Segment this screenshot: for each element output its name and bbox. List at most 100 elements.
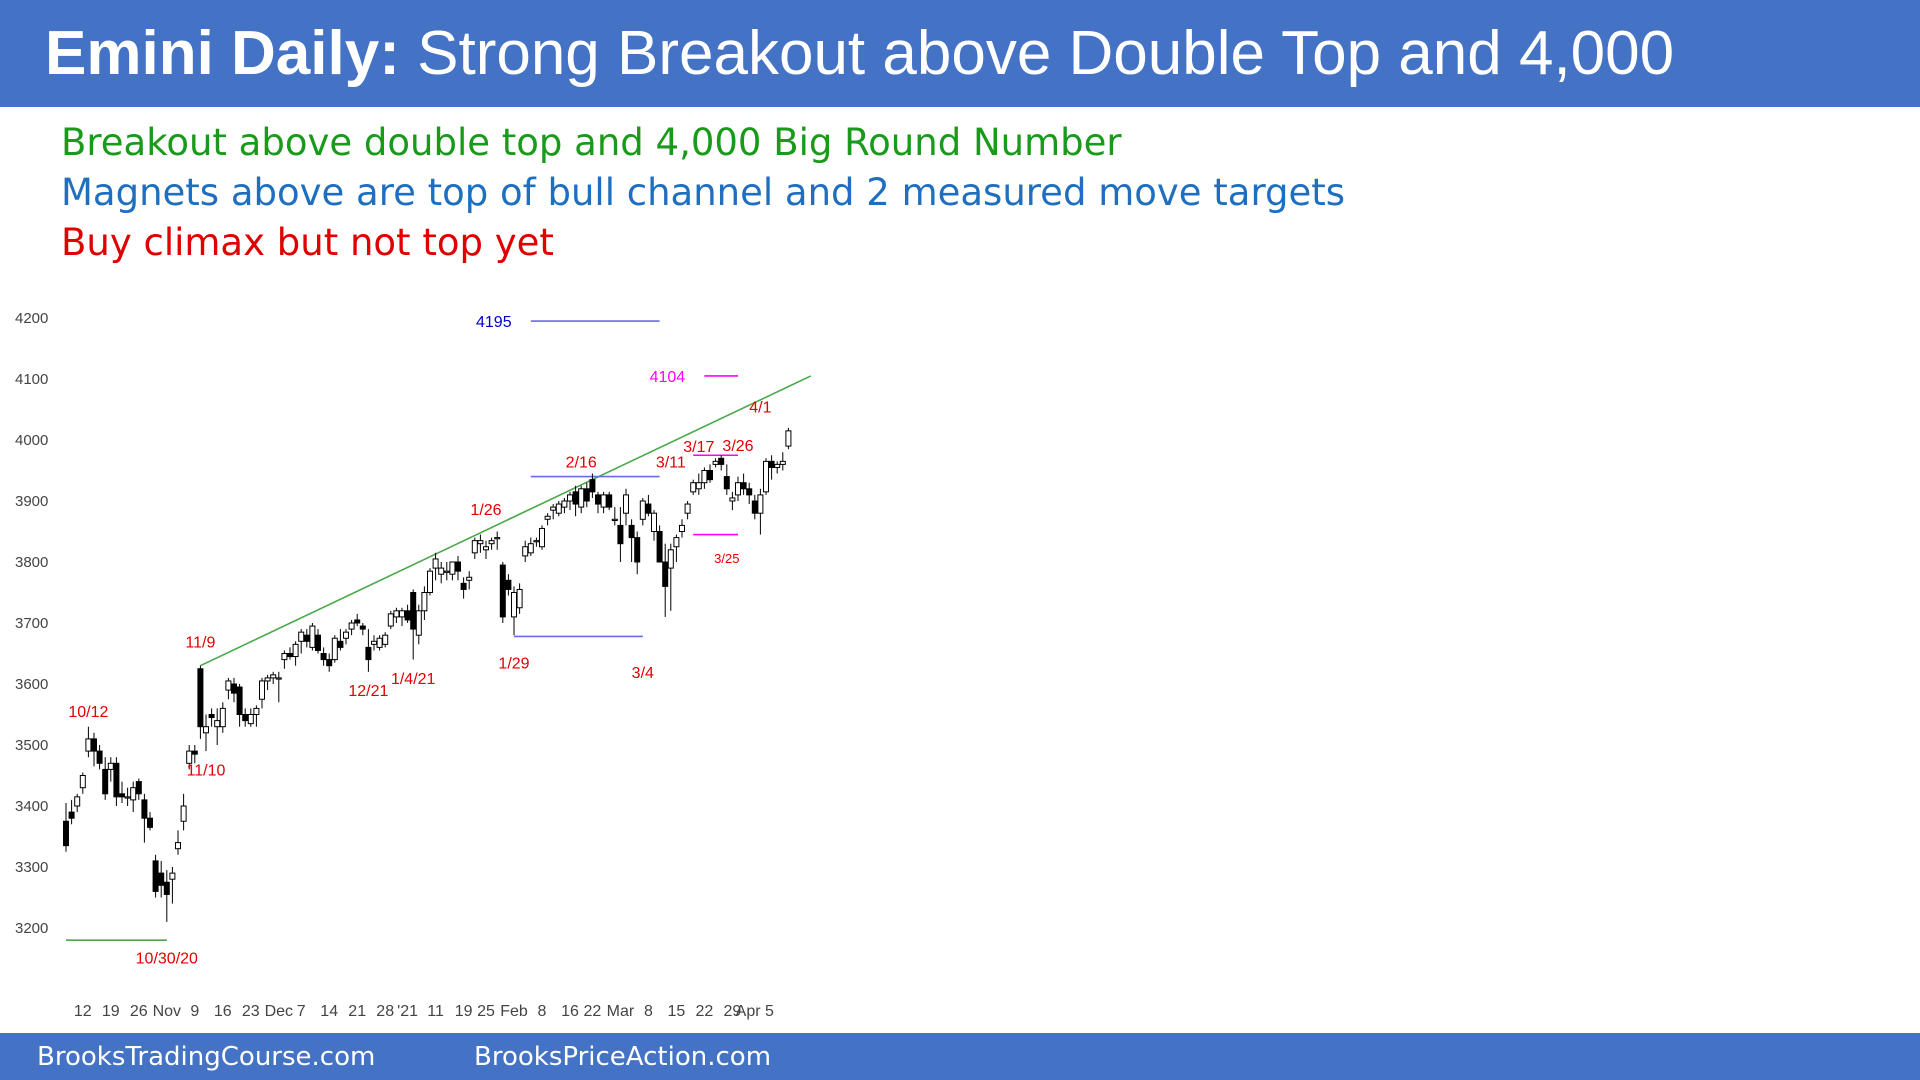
candle-bull <box>343 631 349 639</box>
candle-bear <box>337 640 344 648</box>
candle-bear <box>303 634 310 642</box>
candle-bear <box>617 524 624 545</box>
candle-bear <box>634 537 641 563</box>
candle-bull <box>779 460 786 465</box>
x-tick-label: Dec <box>265 1003 293 1020</box>
title-headline: Strong Breakout above Double Top and 4,0… <box>417 19 1675 88</box>
candle-bear <box>91 738 97 752</box>
annotation-label: 3/17 <box>683 439 714 456</box>
title-instrument: Emini Daily: <box>45 19 400 88</box>
candle-bull <box>399 610 405 618</box>
candle-bull <box>371 640 377 645</box>
candle-bull <box>774 463 781 468</box>
title-bar <box>0 0 1920 107</box>
x-tick-label: 25 <box>477 1003 495 1020</box>
candle-bear <box>662 561 669 587</box>
y-tick-label: 3600 <box>15 676 48 693</box>
candle-bull <box>477 540 484 545</box>
x-tick-label: '21 <box>397 1003 418 1020</box>
candle-bull <box>331 637 338 661</box>
candle-bull <box>175 842 181 850</box>
candle-bull <box>483 546 489 551</box>
annotation-label: 4195 <box>476 314 512 331</box>
candle-bull <box>225 680 232 691</box>
candle-bear <box>102 768 109 795</box>
x-tick-label: 16 <box>561 1003 579 1020</box>
candle-bull <box>516 588 523 609</box>
x-tick-label: 22 <box>584 1003 602 1020</box>
candle-bull <box>729 497 736 502</box>
candle-bear <box>141 799 148 819</box>
candle-bear <box>320 653 327 661</box>
candle-bull <box>511 592 517 618</box>
candle-bull <box>443 570 450 573</box>
footer-link-trading-course[interactable]: BrooksTradingCourse.com <box>37 1042 376 1072</box>
candle-bear <box>96 750 103 764</box>
x-tick-label: 28 <box>376 1003 394 1020</box>
annotation-label: 4104 <box>650 369 686 386</box>
candle-bull <box>667 549 674 569</box>
y-tick-label: 4000 <box>15 432 48 449</box>
x-tick-label: 14 <box>320 1003 338 1020</box>
candle-bull <box>600 494 607 508</box>
candle-bull <box>527 543 534 554</box>
trendline-line <box>200 375 812 667</box>
candle-bear <box>723 476 730 490</box>
annotation-label: 10/30/20 <box>136 950 198 967</box>
footer-link-price-action[interactable]: BrooksPriceAction.com <box>474 1042 772 1072</box>
candle-bull <box>651 512 657 532</box>
candle-bear <box>63 820 69 847</box>
y-tick-label: 4100 <box>15 371 48 388</box>
annotation-label: 2/16 <box>566 454 597 471</box>
candle-bull <box>415 610 422 636</box>
x-tick-label: Feb <box>500 1003 528 1020</box>
candle-bear <box>236 686 243 715</box>
candle-bull <box>701 470 708 484</box>
x-tick-label: 26 <box>130 1003 148 1020</box>
candle-bear <box>455 561 461 572</box>
x-tick-label: 19 <box>455 1003 473 1020</box>
x-tick-label: 12 <box>74 1003 92 1020</box>
candle-bull <box>270 674 277 679</box>
candle-bull <box>611 518 618 522</box>
candle-bull <box>449 561 456 575</box>
candle-bear <box>68 811 75 819</box>
annotation-label: 3/4 <box>632 665 654 682</box>
candle-bear <box>410 592 417 630</box>
annotation-label: 12/21 <box>348 683 388 700</box>
annotation-label: 1/26 <box>470 502 501 519</box>
candle-bull <box>544 515 551 520</box>
y-tick-label: 3200 <box>15 920 48 937</box>
y-tick-label: 3300 <box>15 859 48 876</box>
x-tick-label: 23 <box>242 1003 260 1020</box>
candle-bull <box>253 707 260 715</box>
candle-bear <box>191 750 198 755</box>
candle-bull <box>219 707 226 728</box>
candle-bull <box>712 460 719 465</box>
candle-bull <box>124 796 131 799</box>
note-breakout: Breakout above double top and 4,000 Big … <box>61 121 1122 164</box>
candle-bull <box>533 540 540 543</box>
candle-bull <box>550 506 557 511</box>
candle-bear <box>746 488 753 496</box>
candle-bear <box>606 494 613 508</box>
candle-bull <box>247 714 254 725</box>
x-tick-label: 8 <box>538 1003 547 1020</box>
candle-bull <box>79 775 86 789</box>
annotation-label: 3/26 <box>722 438 753 455</box>
x-tick-label: 7 <box>297 1003 306 1020</box>
candle-bear <box>152 860 159 892</box>
candle-bull <box>382 634 389 645</box>
candle-bull <box>214 720 221 728</box>
y-tick-label: 3900 <box>15 493 48 510</box>
candle-bull <box>309 625 316 648</box>
candle-bull <box>561 500 568 508</box>
candle-bear <box>208 714 215 719</box>
candle-bull <box>578 488 585 508</box>
candle-bear <box>718 457 725 465</box>
candle-bull <box>488 540 495 545</box>
candle-bull <box>494 537 501 540</box>
candle-bear <box>231 683 237 694</box>
candle-bull <box>763 460 769 493</box>
candle-bull <box>679 524 685 532</box>
